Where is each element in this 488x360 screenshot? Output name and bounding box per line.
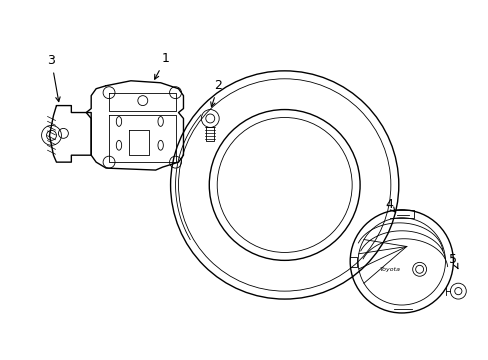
Text: 1: 1 xyxy=(154,53,169,79)
Text: 4: 4 xyxy=(384,198,395,212)
Text: 3: 3 xyxy=(47,54,60,102)
Text: 2: 2 xyxy=(210,79,222,107)
Text: Toyota: Toyota xyxy=(379,267,400,272)
Text: 5: 5 xyxy=(448,253,457,269)
